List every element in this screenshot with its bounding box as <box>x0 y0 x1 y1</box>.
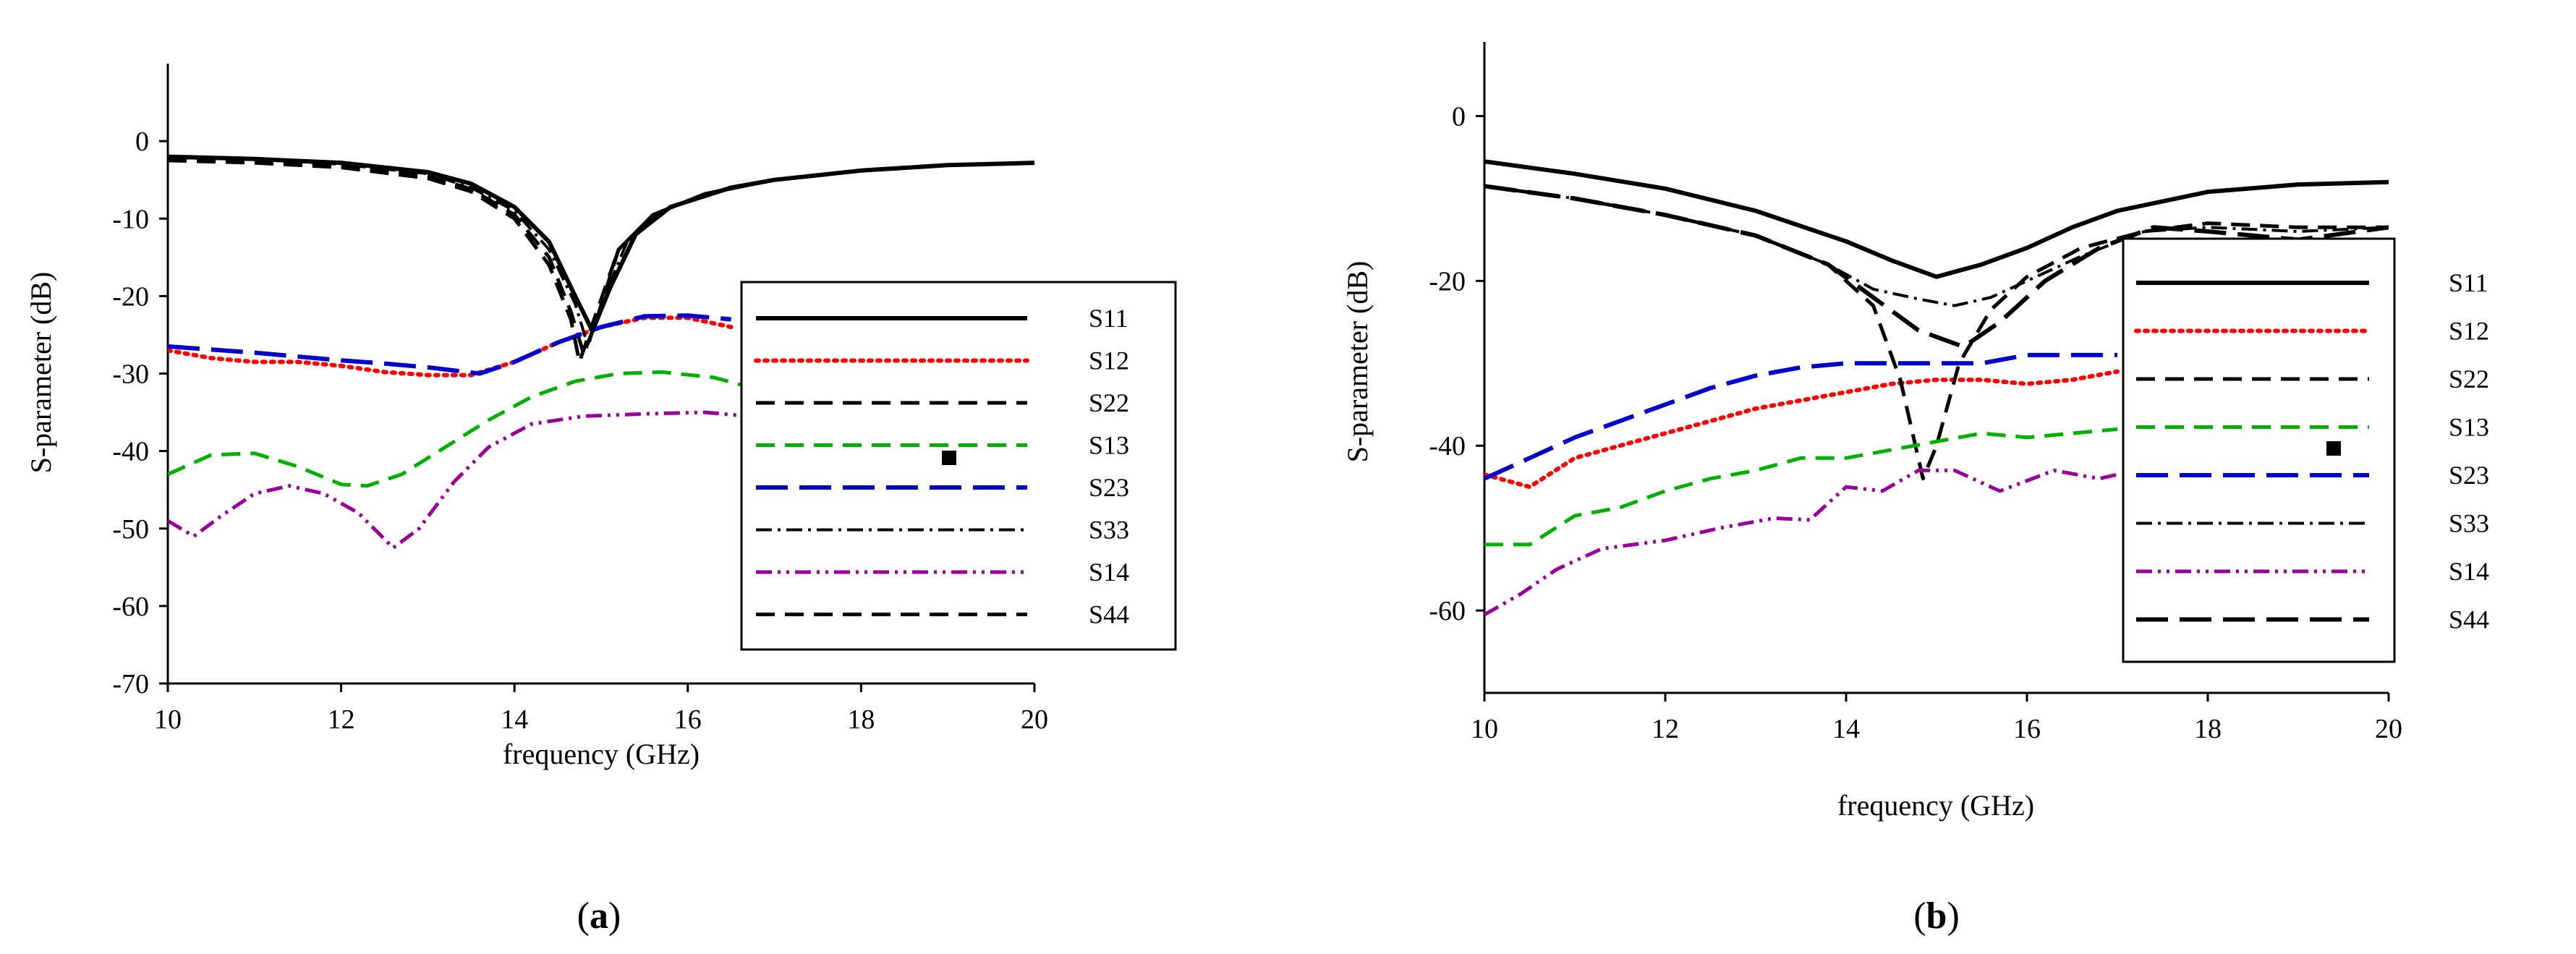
y-tick-label: -40 <box>112 437 149 467</box>
caption-open-paren: ( <box>1913 895 1926 937</box>
series-line-s11 <box>1484 159 2389 279</box>
y-tick-label: -20 <box>112 281 149 312</box>
y-tick-label: -40 <box>1429 431 1466 461</box>
x-tick-label: 14 <box>1832 714 1860 744</box>
legend-label-s12: S12 <box>2449 317 2489 346</box>
legend-label-s22: S22 <box>1089 388 1129 417</box>
x-axis-label: frequency (GHz) <box>1837 789 2034 822</box>
caption-letter: a <box>590 895 608 937</box>
y-tick-label: -60 <box>1429 596 1466 626</box>
y-tick-label: -50 <box>112 514 149 545</box>
caption-letter: b <box>1926 895 1947 937</box>
series-line-s22 <box>168 157 1034 357</box>
x-tick-label: 12 <box>1652 714 1679 744</box>
panel-caption: (b) <box>1913 895 1960 937</box>
caption-open-paren: ( <box>577 895 590 937</box>
series-line-s13 <box>1484 427 2118 547</box>
legend-marker <box>2326 441 2341 456</box>
x-tick-label: 18 <box>2194 714 2222 744</box>
legend-box <box>2122 237 2396 663</box>
legend: S11 S12 S22 S13 S23 S33 S14 S44 <box>740 281 1177 651</box>
y-tick-label: -70 <box>112 669 149 699</box>
caption-close-paren: ) <box>608 895 621 937</box>
x-tick-label: 20 <box>1021 704 1048 735</box>
series-line-s12 <box>168 315 734 378</box>
y-tick-label: 0 <box>135 127 149 157</box>
legend-label-s11: S11 <box>1089 304 1128 333</box>
legend-label-s33: S33 <box>1089 516 1129 545</box>
legend-label-s14: S14 <box>2449 557 2489 586</box>
y-tick-label: -60 <box>112 592 149 622</box>
series-group <box>1484 159 2389 616</box>
x-tick-label: 20 <box>2375 714 2402 744</box>
series-line-s44 <box>168 158 1034 364</box>
series-line-s12 <box>1484 369 2120 490</box>
x-axis-label: frequency (GHz) <box>503 738 700 770</box>
legend-label-s14: S14 <box>1089 558 1129 587</box>
legend-label-s12: S12 <box>1089 346 1129 375</box>
series-line-s13 <box>168 370 758 488</box>
x-tick-label: 10 <box>154 704 182 735</box>
legend-label-s13: S13 <box>1089 431 1129 460</box>
x-tick-label: 16 <box>674 704 702 735</box>
y-axis-label: S-parameter (dB) <box>1341 261 1374 463</box>
series-line-s14 <box>168 410 749 550</box>
legend-label-s44: S44 <box>1089 600 1129 629</box>
series-line-s33 <box>1484 184 2389 307</box>
legend-label-s22: S22 <box>2449 365 2489 393</box>
y-tick-label: 0 <box>1452 102 1466 132</box>
legend-label-s33: S33 <box>2449 509 2489 538</box>
panel-caption: (a) <box>577 895 621 937</box>
legend: S11 S12 S22 S13 S23 S33 S14 S44 <box>2122 237 2489 663</box>
y-tick-label: -20 <box>1429 266 1466 297</box>
series-line-s23 <box>1484 352 2117 481</box>
x-tick-label: 12 <box>328 704 355 735</box>
series-line-s14 <box>1484 468 2118 616</box>
legend-label-s13: S13 <box>2449 413 2489 442</box>
x-tick-label: 10 <box>1471 714 1498 744</box>
legend-label-s23: S23 <box>2449 461 2489 490</box>
legend-label-s11: S11 <box>2449 268 2488 297</box>
legend-box <box>740 281 1177 651</box>
legend-marker <box>942 451 956 465</box>
x-tick-label: 14 <box>501 704 528 735</box>
x-tick-label: 16 <box>2013 714 2041 744</box>
y-tick-label: -10 <box>112 204 149 234</box>
series-group <box>168 154 1034 550</box>
x-tick-label: 18 <box>847 704 875 735</box>
legend-label-s23: S23 <box>1089 473 1129 502</box>
series-line-s23 <box>168 313 731 376</box>
chart-panel-b: 0 -20 -40 -60 10 12 14 16 18 20 frequency (GHz) S-p… <box>1341 42 2489 937</box>
y-tick-label: -30 <box>112 359 149 390</box>
y-axis-label: S-parameter (dB) <box>25 272 57 474</box>
caption-close-paren: ) <box>1947 895 1959 937</box>
legend-label-s44: S44 <box>2449 605 2489 634</box>
